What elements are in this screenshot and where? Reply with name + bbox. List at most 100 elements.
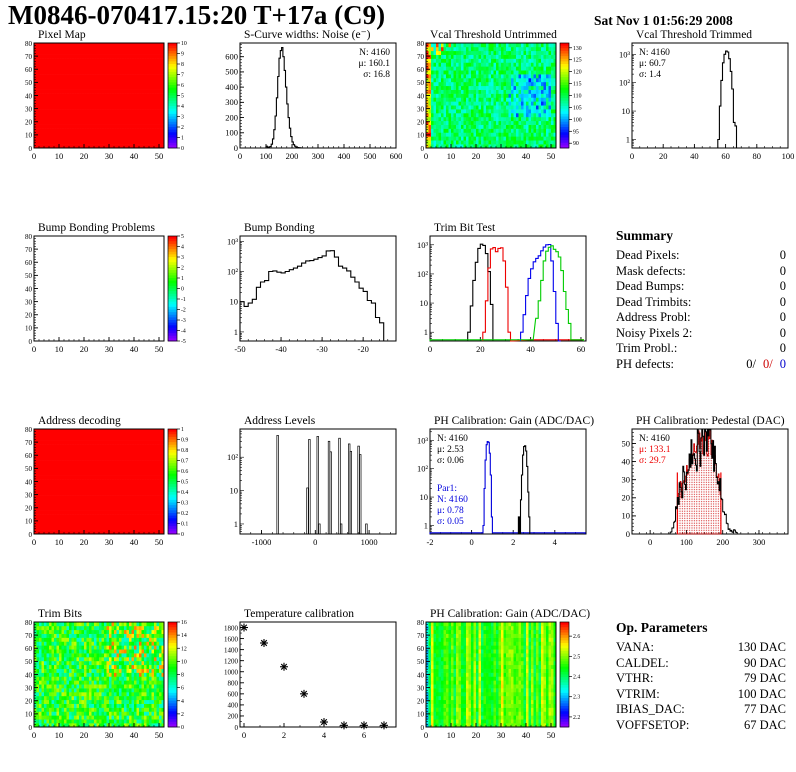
panel-op-parameters: Op. Parameters VANA: 130 DAC CALDEL: 90 DA… [616,620,786,733]
svg-text:μ: 160.1: μ: 160.1 [359,59,391,69]
svg-text:20: 20 [80,344,89,354]
ph-gain-map-canvas: 2.22.32.42.52.6PH Calibration: Gain (ADC… [417,608,590,740]
svg-text:5: 5 [181,234,184,240]
svg-text:40: 40 [25,285,33,293]
svg-text:70: 70 [25,53,33,61]
svg-text:10: 10 [25,325,33,333]
svg-text:0: 0 [421,145,425,153]
panel-ph-gain-hist: PH Calibration: Gain (ADC/DAC) -2 0 2 4 1 10 10… [400,414,596,556]
svg-text:-2: -2 [181,308,186,314]
page-title: M0846-070417.15:20 T+17a (C9) [8,0,386,30]
panel-trim-bits: 0 2 4 6 8 10 12 14 16 Trim Bits 0 10 20 30 40 50 0 10 20 30… [8,607,204,749]
svg-text:100: 100 [782,151,795,161]
svg-text:50: 50 [155,344,164,354]
svg-text:10³: 10³ [417,240,429,250]
svg-text:N: 4160: N: 4160 [639,48,670,58]
op-row-vthr: VTHR: 79 DAC [616,671,786,685]
ph-defects-black: 0/ [746,356,757,371]
svg-text:10: 10 [25,132,33,140]
svg-text:80: 80 [417,40,425,48]
svg-text:1: 1 [181,276,184,282]
svg-text:20: 20 [25,312,33,320]
svg-text:40: 40 [130,151,139,161]
svg-text:70: 70 [25,246,33,254]
svg-text:30: 30 [417,105,425,113]
summary-row-dead-bumps: Dead Bumps: 0 [616,279,786,293]
summary-row-dead-trimbits: Dead Trimbits: 0 [616,294,786,309]
svg-text:0: 0 [428,344,432,354]
op-row-vana: VANA: 130 DAC [616,640,786,654]
summary-row-mask-defects: Mask defects: 0 [616,263,786,278]
op-row-ibias-dac: IBIAS_DAC: 77 DAC [616,702,786,716]
svg-text:70: 70 [417,53,425,61]
svg-text:100: 100 [573,117,582,123]
svg-text:-30: -30 [316,344,327,354]
svg-text:10: 10 [55,344,64,354]
pixel-map-canvas: 0 1 2 3 4 5 6 7 8 9 10 Pixel Map 0 10 20 30 40 50 0 10 20 30 4… [25,29,187,161]
svg-text:3: 3 [181,115,184,121]
svg-text:50: 50 [155,151,164,161]
svg-text:9: 9 [181,52,184,58]
svg-text:S-Curve widths: Noise (e⁻): S-Curve widths: Noise (e⁻) [244,29,371,41]
svg-text:600: 600 [390,151,403,161]
svg-text:500: 500 [364,151,377,161]
svg-text:40: 40 [522,151,531,161]
svg-text:600: 600 [225,51,238,61]
svg-text:400: 400 [225,82,238,92]
panel-temperature-calibration: Temperature calibration 0 2 4 6 0 200 400 600 800… [210,607,406,749]
svg-text:-4: -4 [181,329,186,335]
op-row-caldel: CALDEL: 90 DAC [616,655,786,670]
svg-text:-5: -5 [181,339,186,345]
svg-text:20: 20 [476,344,485,354]
panel-address-levels: Address Levels -1000 0 1000 1 10 10² [210,414,406,556]
svg-text:0: 0 [29,145,33,153]
svg-text:300: 300 [312,151,325,161]
svg-text:115: 115 [573,82,582,88]
panel-ph-gain-map: 2.2 2.3 2.4 2.5 2.6 PH Calibration: Gain (ADC… [400,607,596,749]
svg-text:20: 20 [417,119,425,127]
svg-text:10: 10 [622,106,631,116]
svg-text:0: 0 [181,287,184,293]
scurve-noise-canvas: S-Curve widths: Noise (e⁻) 0 100 200 300 400 5… [225,29,403,161]
svg-text:30: 30 [25,298,33,306]
svg-text:1: 1 [626,134,630,144]
svg-text:130: 130 [573,46,582,52]
summary-row-dead-pixels: Dead Pixels: 0 [616,248,786,262]
svg-text:0: 0 [29,338,33,346]
svg-text:95: 95 [573,129,579,135]
svg-text:0: 0 [234,143,238,153]
svg-text:80: 80 [25,40,33,48]
svg-text:-20: -20 [357,344,368,354]
svg-text:50: 50 [25,79,33,87]
svg-text:50: 50 [25,272,33,280]
svg-text:60: 60 [25,259,33,267]
svg-text:1: 1 [424,327,428,337]
svg-text:60: 60 [417,66,425,74]
svg-text:4: 4 [181,245,184,251]
svg-text:30: 30 [497,151,506,161]
svg-text:0: 0 [32,344,36,354]
svg-text:Vcal Threshold Trimmed: Vcal Threshold Trimmed [636,29,752,41]
svg-text:10²: 10² [417,269,429,279]
svg-text:-40: -40 [275,344,286,354]
bump-bonding-canvas: Bump Bonding -50 -40 -30 -20 1 10 10² 10³ [227,222,397,354]
svg-text:500: 500 [225,67,238,77]
svg-text:20: 20 [472,151,481,161]
svg-text:3: 3 [181,255,184,261]
svg-text:σ: 16.8: σ: 16.8 [363,70,390,80]
svg-text:40: 40 [130,344,139,354]
panel-trim-bit-test: Trim Bit Test 0 20 40 60 1 10 10² 10³ [400,221,596,363]
svg-text:20: 20 [659,151,668,161]
summary-heading: Summary [616,228,673,243]
vcal-trimmed-canvas: Vcal Threshold Trimmed 0 20 40 60 80 100 1 10 10²… [619,29,795,161]
svg-text:Vcal Threshold Untrimmed: Vcal Threshold Untrimmed [430,29,557,41]
svg-text:400: 400 [338,151,351,161]
timestamp: Sat Nov 1 01:56:29 2008 [594,13,733,28]
svg-text:50: 50 [417,79,425,87]
svg-text:10²: 10² [619,78,631,88]
svg-text:10³: 10³ [619,49,631,59]
panel-address-decoding: 0 0.1 0.2 0.3 0.4 0.5 0.6 0.7 0.8 0.9 1 Address dec… [8,414,204,556]
panel-scurve-noise: S-Curve widths: Noise (e⁻) 0 100 200 300 400 5… [210,28,406,170]
